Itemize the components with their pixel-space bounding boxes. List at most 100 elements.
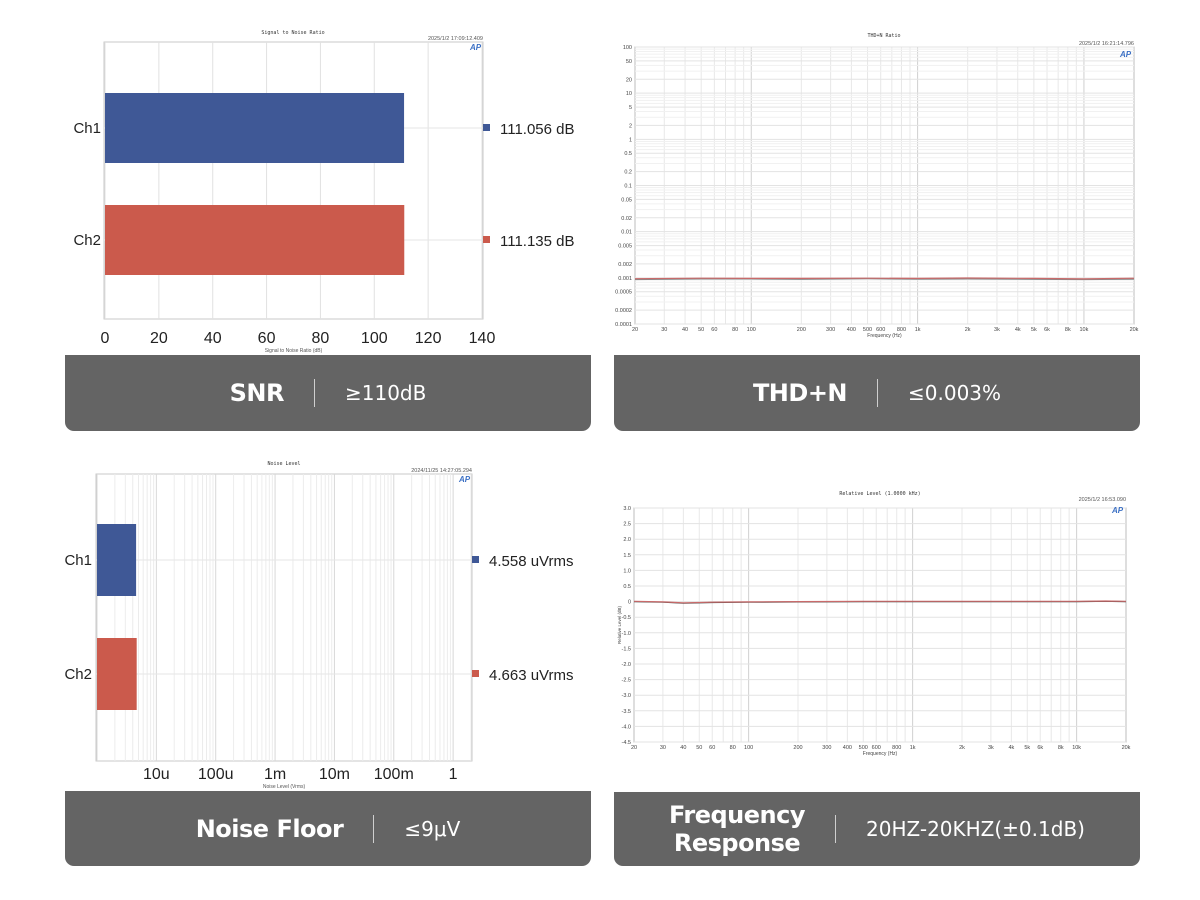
x-tick-label: 60 [709, 745, 715, 751]
category-label: Ch1 [64, 552, 92, 569]
category-label: Ch2 [64, 666, 92, 683]
freq-banner-title-line1: Frequency [669, 801, 806, 829]
x-tick-label: 2k [965, 327, 971, 333]
chart-timestamp: 2025/1/2 17:09:12.409 [428, 36, 483, 42]
noise-banner: Noise Floor ≤9μV [65, 791, 591, 866]
x-tick-label: 40 [204, 330, 222, 347]
y-tick-label: -4.0 [622, 724, 631, 730]
value-label: 4.663 uVrms [489, 667, 574, 684]
noise-banner-spec: ≤9μV [404, 816, 461, 841]
x-tick-label: 60 [258, 330, 276, 347]
chart-timestamp: 2025/1/2 16:53.090 [1079, 497, 1126, 503]
x-tick-label: 1k [915, 327, 921, 333]
y-tick-label: 0.0001 [615, 322, 632, 328]
ap-logo-icon: AP [1119, 50, 1132, 59]
value-label: 4.558 uVrms [489, 553, 574, 570]
noise-banner-title: Noise Floor [195, 814, 344, 843]
y-tick-label: 100 [623, 45, 632, 51]
x-tick-label: 200 [793, 745, 802, 751]
x-tick-label: 100 [361, 330, 388, 347]
thdn-banner: THD+N ≤0.003% [614, 355, 1140, 431]
x-axis-label: Signal to Noise Ratio (dB) [265, 348, 323, 354]
freq-banner-title: Frequency Response [669, 801, 805, 857]
x-tick-label: 30 [661, 327, 667, 333]
value-label: 111.056 dB [500, 121, 575, 138]
y-tick-label: 0.02 [621, 216, 632, 222]
y-tick-label: -3.0 [622, 693, 631, 699]
x-tick-label: 80 [730, 745, 736, 751]
x-tick-label: 10k [1072, 745, 1081, 751]
x-tick-label: 2k [959, 745, 965, 751]
category-label: Ch1 [73, 120, 101, 137]
chart-title: THD+N Ratio [867, 33, 900, 39]
y-tick-label: -2.0 [622, 662, 631, 668]
snr-banner-title: SNR [229, 379, 285, 407]
y-tick-label: 0 [628, 600, 631, 606]
y-tick-label: 0.0002 [615, 308, 632, 314]
x-tick-label: 4k [1008, 745, 1014, 751]
x-tick-label: 3k [988, 745, 994, 751]
y-tick-label: -4.5 [622, 740, 631, 746]
bar-ch2 [97, 638, 137, 710]
x-tick-label: 50 [698, 327, 704, 333]
freq-banner-title-line2: Response [673, 829, 801, 857]
x-tick-label: 1 [449, 766, 458, 783]
y-tick-label: 0.01 [621, 230, 632, 236]
legend-swatch [472, 670, 479, 677]
y-tick-label: 0.001 [618, 276, 632, 282]
legend-swatch [472, 556, 479, 563]
y-tick-label: 50 [626, 59, 632, 65]
x-tick-label: 100 [744, 745, 753, 751]
x-tick-label: 20k [1122, 745, 1131, 751]
x-tick-label: 80 [312, 330, 330, 347]
x-tick-label: 4k [1015, 327, 1021, 333]
x-tick-label: 5k [1024, 745, 1030, 751]
chart-timestamp: 2024/11/25 14:27:05.294 [411, 468, 472, 474]
y-tick-label: 1.0 [623, 568, 631, 574]
x-tick-label: 10u [143, 766, 170, 783]
snr-banner: SNR ≥110dB [65, 355, 591, 431]
x-tick-label: 40 [680, 745, 686, 751]
ap-logo-icon: AP [458, 475, 471, 484]
y-tick-label: 10 [626, 91, 632, 97]
snr-chart: Ch1 111.056 dB Ch2 111.135 dB 0 20 40 60 80 100 12… [73, 30, 575, 354]
bar-ch2 [105, 205, 405, 275]
x-tick-label: 8k [1065, 327, 1071, 333]
ap-logo-icon: AP [1111, 506, 1124, 515]
y-tick-label: 5 [629, 105, 632, 111]
x-tick-label: 300 [826, 327, 835, 333]
value-label: 111.135 dB [500, 233, 575, 250]
x-tick-label: 800 [897, 327, 906, 333]
chart-title: Relative Level (1.0000 kHz) [839, 491, 920, 497]
x-tick-label: 8k [1058, 745, 1064, 751]
thdn-panel: 100 50 20 10 5 2 1 0.5 0.2 0.1 0.05 0.02 0.01 0.005 0.… [614, 25, 1140, 355]
x-tick-label: 100 [747, 327, 756, 333]
y-tick-label: 0.005 [618, 244, 632, 250]
category-label: Ch2 [73, 232, 101, 249]
ap-logo-icon: AP [469, 43, 482, 52]
freq-response-chart: 3.0 2.5 2.0 1.5 1.0 0.5 0 -0.5 -1.0 -1.5 -2.0 -2.5 -… [617, 491, 1131, 757]
freq-panel: 3.0 2.5 2.0 1.5 1.0 0.5 0 -0.5 -1.0 -1.5 -2.0 -2.5 -… [614, 480, 1140, 792]
x-axis-label: Frequency (Hz) [863, 751, 898, 757]
y-tick-label: 0.5 [623, 584, 631, 590]
bar-ch1 [105, 93, 405, 163]
x-tick-label: 140 [469, 330, 496, 347]
series-line-2 [634, 277, 1135, 280]
x-tick-label: 600 [876, 327, 885, 333]
x-tick-label: 600 [872, 745, 881, 751]
x-tick-label: 6k [1044, 327, 1050, 333]
legend-swatch [483, 236, 490, 243]
y-tick-label: -1.5 [622, 646, 631, 652]
x-tick-label: 20 [631, 745, 637, 751]
x-tick-label: 200 [797, 327, 806, 333]
x-axis-label: Noise Level (Vrms) [263, 784, 306, 790]
y-tick-label: 0.002 [618, 262, 632, 268]
x-tick-label: 500 [863, 327, 872, 333]
y-tick-label: 0.0005 [615, 290, 632, 296]
x-tick-label: 20k [1130, 327, 1139, 333]
thdn-chart: 100 50 20 10 5 2 1 0.5 0.2 0.1 0.05 0.02 0.01 0.005 0.… [615, 33, 1139, 339]
y-tick-label: 0.1 [624, 184, 632, 190]
y-tick-label: -0.5 [622, 615, 631, 621]
y-tick-label: 2.0 [623, 537, 631, 543]
chart-timestamp: 2025/1/2 16:21:14.796 [1079, 41, 1134, 47]
